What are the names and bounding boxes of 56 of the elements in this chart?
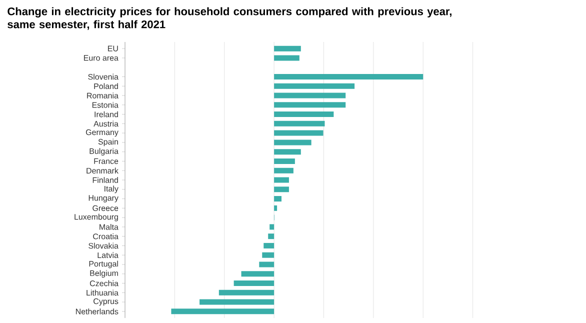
y-tick-label: Slovakia [88,242,118,249]
y-tick-label: Finland [92,177,118,183]
y-tick-label: France [94,158,118,164]
y-tick-label: Slovenia [88,74,118,80]
y-tick-label: Hungary [88,195,118,202]
bar [274,102,346,108]
bar [274,120,325,126]
y-tick-label: Italy [104,186,118,194]
bar [171,308,274,314]
bar [274,196,282,202]
bar [264,242,274,248]
bar [234,280,274,286]
y-tick-label: Croatia [93,233,118,240]
bar [274,186,289,192]
y-tick-label: Austria [94,120,118,127]
bar [274,74,424,80]
y-tick-label: Bulgaria [90,148,118,156]
bar [274,92,346,98]
bar [274,140,312,146]
bar [274,149,301,155]
bar [268,234,274,240]
y-tick-label: Poland [94,83,118,90]
y-tick-label: Euro area [84,55,118,61]
bar [274,112,334,118]
y-tick-label: EU [108,46,118,52]
y-tick-label: Malta [100,224,118,230]
bar [274,177,289,183]
y-tick-label: Denmark [86,168,118,174]
y-tick-label: Cyprus [94,298,118,306]
bar [274,83,355,89]
y-tick-label: Germany [86,129,118,137]
y-tick-label: Netherlands [76,308,118,314]
bar [200,299,274,305]
chart-title: Change in electricity prices for household consumers compared with previous year, same semester, first half 2021 [8,7,452,30]
y-tick-label: Latvia [98,252,118,258]
y-tick-label: Ireland [94,111,118,118]
bar [274,158,295,164]
bar [274,55,300,61]
y-tick-label: Belgium [90,270,118,278]
bar [274,205,278,211]
y-tick-label: Spain [98,138,118,146]
bar [218,290,274,296]
y-tick-label: Portugal [89,260,118,268]
bar [241,271,274,277]
bar [259,262,274,268]
y-tick-label: Greece [92,205,118,211]
bar [274,46,301,52]
bar [270,224,274,230]
y-tick-label: Luxembourg [74,214,118,222]
y-tick-label: Romania [87,92,118,98]
y-tick-label: Estonia [92,102,118,108]
bar [274,130,324,136]
bar [262,252,274,258]
y-tick-label: Lithuania [86,290,118,296]
y-tick-label: Czechia [90,280,118,286]
bar [274,168,294,174]
